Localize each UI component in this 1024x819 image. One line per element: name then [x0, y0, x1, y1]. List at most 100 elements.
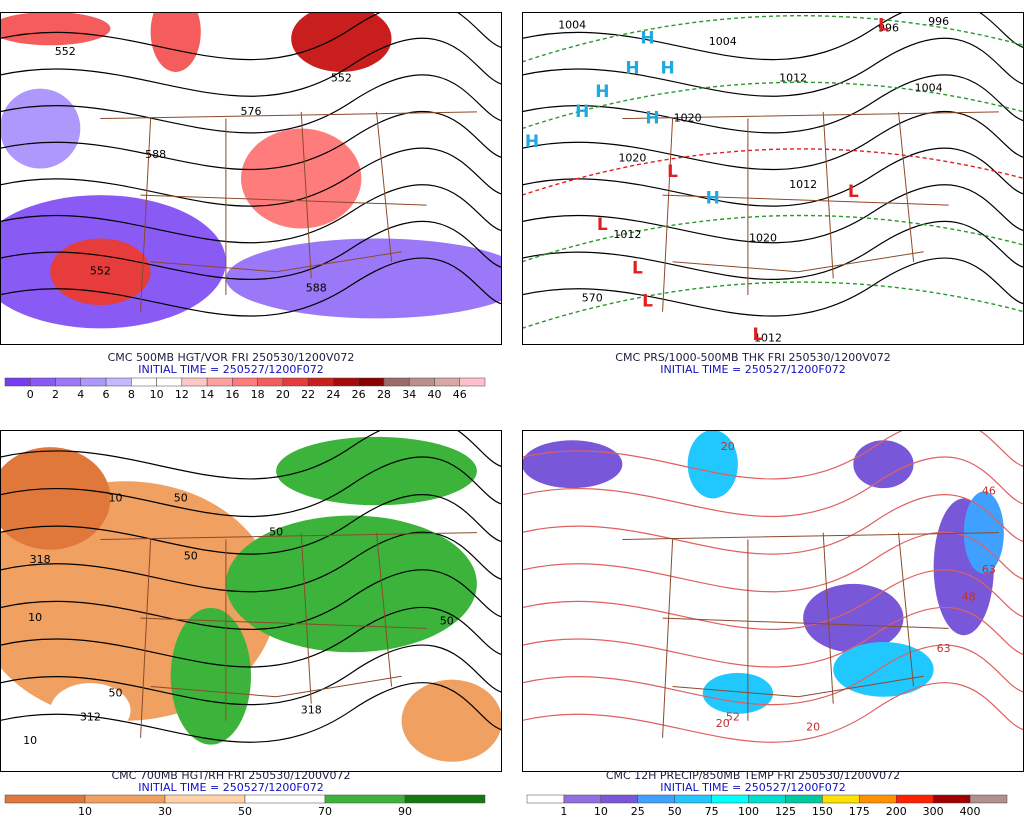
- contour: [0, 430, 502, 480]
- contour-label: 1004: [709, 35, 737, 48]
- colorbar-label: 50: [668, 805, 682, 818]
- contour-label: 1004: [915, 82, 943, 95]
- contour: [522, 220, 1024, 280]
- contour-label: 20: [716, 717, 730, 730]
- colorbar-label: 4: [77, 388, 84, 401]
- colorbar-label: 12: [175, 388, 189, 401]
- colorbar-label: 10: [150, 388, 164, 401]
- contour-label: 10: [23, 734, 37, 747]
- field-area: [291, 12, 392, 72]
- field-area: [0, 12, 111, 46]
- colorbar-swatch: [324, 794, 406, 804]
- contour: [0, 456, 502, 518]
- colorbar-swatch: [822, 794, 860, 804]
- field-area: [687, 430, 738, 499]
- low-marker: L: [642, 292, 653, 312]
- thickness-contour: [522, 148, 1024, 196]
- colorbar-swatch: [232, 377, 258, 387]
- low-marker: L: [667, 162, 678, 182]
- high-marker: H: [706, 188, 720, 208]
- contour-label: 588: [145, 148, 166, 161]
- field-area: [702, 672, 773, 714]
- contour: [522, 531, 1024, 593]
- contour-label: 63: [982, 563, 996, 576]
- thickness-contour: [522, 81, 1024, 130]
- map-caption: CMC 500MB HGT/VOR FRI 250530/1200V072: [108, 351, 355, 364]
- colorbar-swatch: [785, 794, 823, 804]
- field-area: [240, 128, 362, 229]
- map-layer: [0, 430, 502, 772]
- contour: [522, 644, 1024, 706]
- contour-label: 52: [726, 710, 740, 723]
- colorbar-label: 28: [377, 388, 391, 401]
- colorbar-swatch: [206, 377, 233, 387]
- contour: [0, 220, 502, 280]
- map-panel: 1004 1004 1012 1020 1020 1004 996 996 1012 1012 10…: [522, 12, 1024, 376]
- low-marker: L: [632, 258, 643, 278]
- field-area: [853, 440, 914, 489]
- high-marker: H: [595, 82, 609, 102]
- colorbar-swatch: [408, 377, 435, 387]
- colorbar-label: 90: [398, 805, 412, 818]
- map-panel: 50 10 318 50 50 50 10 312 50 318 10 CMC 700MB HGT/R…: [0, 430, 502, 818]
- map-layer: [522, 430, 1024, 772]
- contour: [0, 644, 502, 706]
- contour-label: 1020: [618, 152, 646, 165]
- contour-label: 10: [28, 611, 42, 624]
- contour-label: 552: [55, 45, 76, 58]
- colorbar-swatch: [55, 377, 82, 387]
- colorbar-swatch: [358, 377, 385, 387]
- colorbar-label: 40: [427, 388, 441, 401]
- colorbar-label: 1: [560, 805, 567, 818]
- field-area: [150, 12, 201, 72]
- colorbar-swatch: [84, 794, 166, 804]
- field-area: [276, 436, 477, 506]
- map-panel: 552 552 576 588 552 588 CMC 500MB HGT/VOR FRI …: [0, 12, 502, 401]
- initial-time: INITIAL TIME = 250527/1200F072: [138, 781, 323, 794]
- map-frame: [0, 430, 502, 772]
- colorbar-label: 75: [705, 805, 719, 818]
- colorbar-label: 400: [960, 805, 981, 818]
- contour-label: 46: [982, 485, 996, 498]
- contour-label: 50: [440, 615, 454, 628]
- contour-label: 50: [108, 686, 122, 699]
- contour: [0, 494, 502, 555]
- colorbar-swatch: [932, 794, 971, 804]
- contour: [522, 147, 1024, 207]
- contour-label: 312: [80, 710, 101, 723]
- colorbar-swatch: [600, 794, 639, 804]
- colorbar-swatch: [711, 794, 749, 804]
- colorbar-label: 30: [158, 805, 172, 818]
- colorbar-label: 300: [923, 805, 944, 818]
- colorbar-swatch: [637, 794, 675, 804]
- contour-label: 1012: [613, 228, 641, 241]
- initial-time: INITIAL TIME = 250527/1200F072: [660, 781, 845, 794]
- contour: [522, 111, 1024, 171]
- contour-label: 20: [721, 440, 735, 453]
- contour: [522, 682, 1024, 743]
- colorbar-label: 16: [225, 388, 239, 401]
- contour-label: 63: [937, 642, 951, 655]
- colorbar-label: 8: [128, 388, 135, 401]
- contour-label: 48: [962, 591, 976, 604]
- colorbar-swatch: [859, 794, 897, 804]
- borders: [622, 111, 999, 312]
- high-marker: H: [640, 29, 654, 49]
- contour-label: 576: [241, 105, 262, 118]
- colorbar-swatch: [80, 377, 107, 387]
- contour: [522, 74, 1024, 134]
- colorbar-swatch: [434, 377, 460, 387]
- map-caption: CMC 12H PRECIP/850MB TEMP FRI 250530/120…: [606, 769, 900, 782]
- contour: [0, 12, 502, 61]
- contour-label: 1012: [789, 178, 817, 191]
- colorbar-label: 175: [849, 805, 870, 818]
- high-marker: H: [645, 109, 659, 129]
- contour-label: 1012: [754, 331, 782, 344]
- contour-label: 318: [301, 703, 322, 716]
- contour: [522, 430, 1024, 480]
- high-marker: H: [625, 59, 639, 79]
- colorbar-swatch: [526, 794, 565, 804]
- contour-label: 50: [184, 550, 198, 563]
